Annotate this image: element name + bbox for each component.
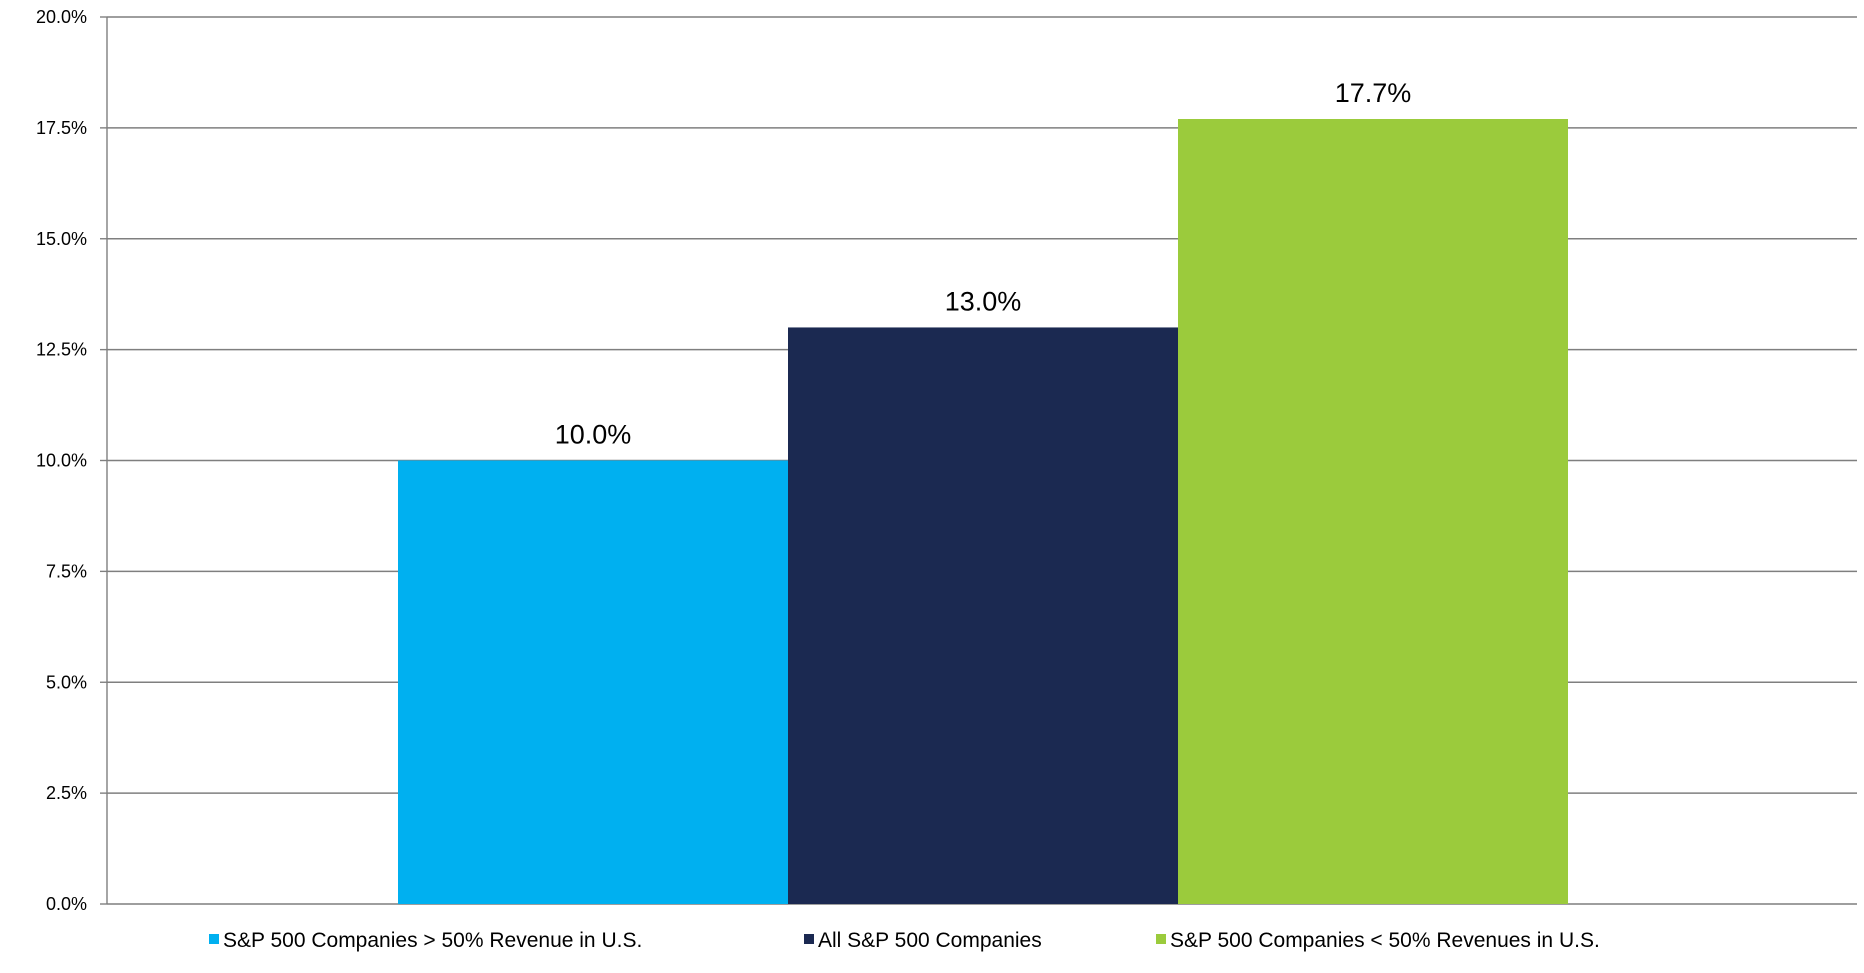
bar-1 (398, 460, 788, 904)
legend-label: S&P 500 Companies > 50% Revenue in U.S. (223, 929, 642, 952)
legend-swatch (209, 934, 219, 944)
y-tick-label: 10.0% (36, 451, 87, 471)
legend-entry-1: S&P 500 Companies > 50% Revenue in U.S. (209, 929, 642, 952)
legend-entry-2: All S&P 500 Companies (804, 929, 1042, 952)
data-label-3: 17.7% (1335, 78, 1412, 108)
bars (398, 119, 1568, 904)
data-label-1: 10.0% (555, 420, 632, 450)
axes (100, 16, 108, 905)
legend: S&P 500 Companies > 50% Revenue in U.S. A… (209, 929, 1600, 952)
y-tick-label: 7.5% (46, 561, 87, 581)
y-tick-label: 15.0% (36, 229, 87, 249)
bar-2 (788, 327, 1178, 904)
y-tick-label: 12.5% (36, 340, 87, 360)
y-tick-label: 17.5% (36, 118, 87, 138)
legend-label: S&P 500 Companies < 50% Revenues in U.S. (1170, 929, 1600, 952)
data-label-2: 13.0% (945, 286, 1022, 316)
data-labels: 10.0% 13.0% 17.7% (555, 78, 1412, 449)
y-tick-label: 20.0% (36, 7, 87, 27)
legend-swatch (804, 934, 814, 944)
legend-entry-3: S&P 500 Companies < 50% Revenues in U.S. (1156, 929, 1600, 952)
y-tick-label: 2.5% (46, 783, 87, 803)
legend-label: All S&P 500 Companies (818, 929, 1042, 952)
y-axis-tick-labels: 0.0% 2.5% 5.0% 7.5% 10.0% 12.5% 15.0% 17.5% 20.0… (36, 7, 87, 914)
y-tick-label: 0.0% (46, 894, 87, 914)
bar-3 (1178, 119, 1568, 904)
legend-swatch (1156, 934, 1166, 944)
y-tick-label: 5.0% (46, 672, 87, 692)
